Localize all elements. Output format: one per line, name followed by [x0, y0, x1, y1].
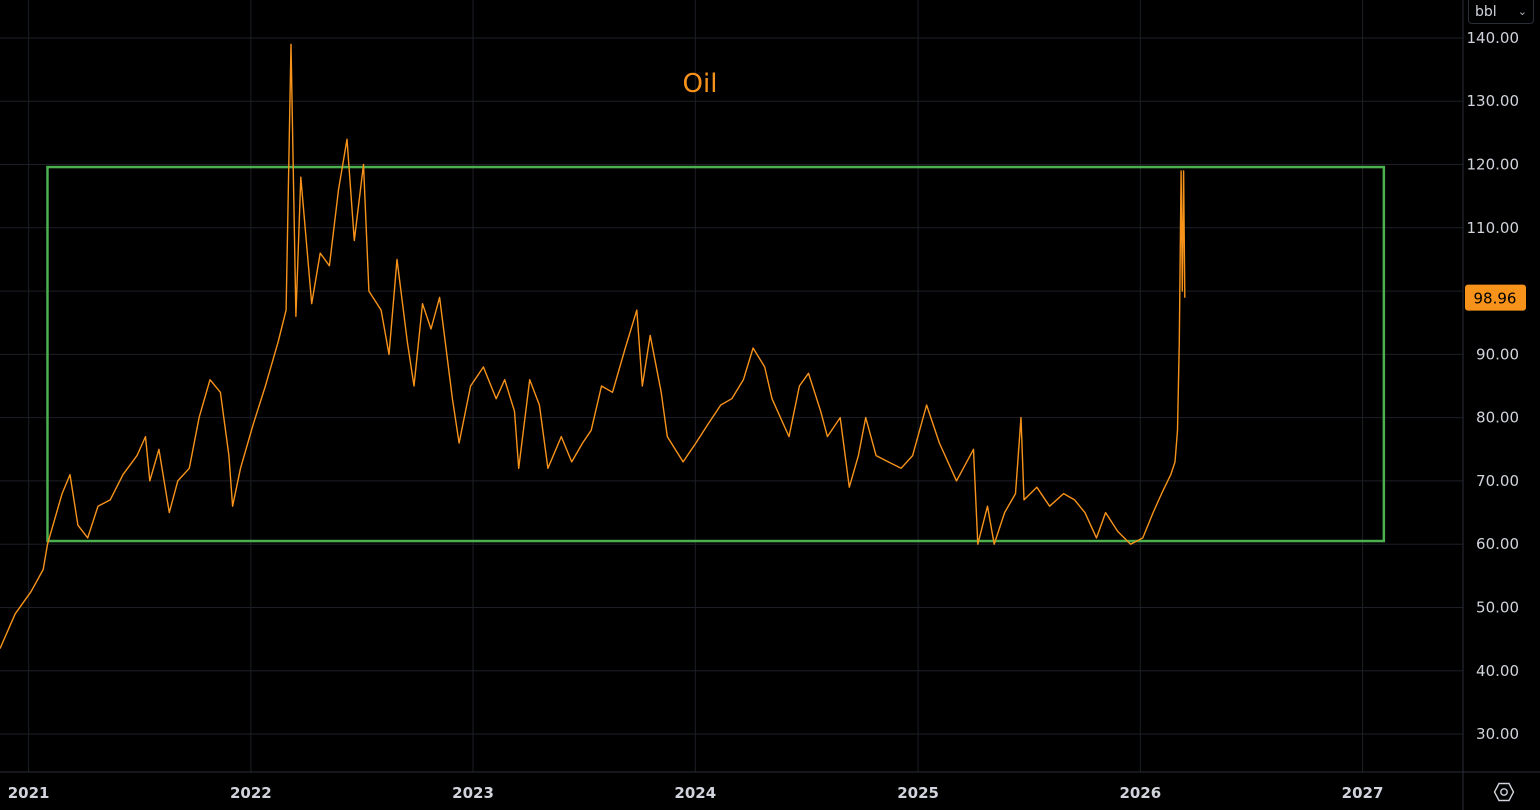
- y-tick-label: 110.00: [1467, 219, 1520, 237]
- y-tick-label: 60.00: [1476, 535, 1519, 553]
- y-tick-label: 40.00: [1476, 662, 1519, 680]
- last-price-label: 98.96: [1474, 290, 1517, 308]
- x-tick-label: 2027: [1342, 784, 1384, 802]
- y-tick-label: 140.00: [1467, 29, 1520, 47]
- x-tick-label: 2023: [452, 784, 494, 802]
- time-axis: 2021 2022 2023 2024 2025 2026 2027: [8, 784, 1384, 802]
- last-price-box: [1465, 284, 1526, 311]
- price-axis: 30.0040.0050.0060.0070.0080.0090.00100.0…: [1467, 29, 1520, 743]
- y-tick-label: 90.00: [1476, 345, 1519, 363]
- last-price-tag: 98.96: [1465, 284, 1526, 311]
- x-tick-label: 2022: [230, 784, 272, 802]
- price-series: [0, 43, 1186, 649]
- y-tick-label: 30.00: [1476, 725, 1519, 743]
- settings-button[interactable]: [1492, 780, 1516, 804]
- y-tick-label: 50.00: [1476, 598, 1519, 616]
- settings-icon: [1493, 782, 1515, 802]
- y-tick-label: 130.00: [1467, 92, 1520, 110]
- x-tick-label: 2021: [8, 784, 50, 802]
- x-tick-label: 2025: [897, 784, 939, 802]
- unit-label: bbl: [1475, 3, 1497, 20]
- unit-selector[interactable]: bbl ⌄: [1468, 0, 1534, 24]
- range-box-rect: [46, 165, 1386, 543]
- chart-grid: [0, 0, 1463, 772]
- y-tick-label: 120.00: [1467, 156, 1520, 174]
- range-box: [46, 165, 1386, 543]
- y-tick-label: 70.00: [1476, 472, 1519, 490]
- y-tick-label: 80.00: [1476, 409, 1519, 427]
- x-tick-label: 2024: [674, 784, 716, 802]
- chevron-down-icon: ⌄: [1517, 5, 1527, 18]
- chart-title: Oil: [683, 69, 718, 99]
- x-tick-label: 2026: [1119, 784, 1161, 802]
- price-line: [0, 43, 1186, 649]
